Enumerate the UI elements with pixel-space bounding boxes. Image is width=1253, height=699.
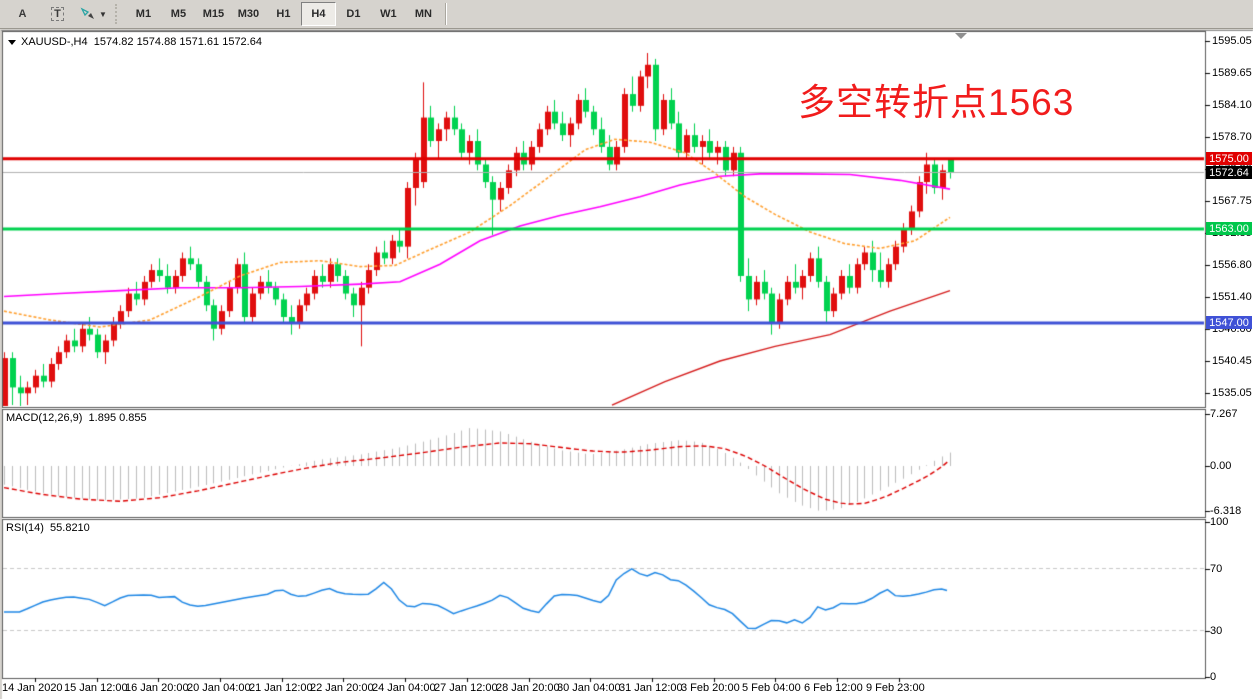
- arrows-tool-button[interactable]: ▼: [75, 2, 112, 26]
- timeframe-button-m15[interactable]: M15: [202, 8, 225, 20]
- timeframe-button-m30[interactable]: M30: [237, 8, 260, 20]
- arrows-icon: [80, 7, 96, 21]
- timeframe-button-h4[interactable]: H4: [300, 2, 336, 26]
- text-tool-button[interactable]: T: [40, 2, 75, 26]
- timeframe-button-m5[interactable]: M5: [170, 8, 187, 20]
- toolbar-end-separator: [444, 3, 447, 25]
- text-tool-icon: T: [51, 7, 64, 21]
- toolbar-separator: [114, 4, 123, 24]
- timeframe-button-d1[interactable]: D1: [346, 8, 361, 20]
- timeframe-button-w1[interactable]: W1: [380, 8, 397, 20]
- timeframe-button-m1[interactable]: M1: [135, 8, 152, 20]
- label-tool-button[interactable]: A: [18, 8, 27, 20]
- chevron-down-icon: ▼: [99, 9, 107, 19]
- timeframe-button-h1[interactable]: H1: [276, 8, 291, 20]
- timeframe-button-mn[interactable]: MN: [414, 8, 432, 20]
- timeframe-group: M1 M5 M15 M30 H1 H4 D1 W1 MN: [126, 2, 441, 26]
- top-toolbar: A T ▼ M1 M5 M15 M30 H1 H4 D1 W1 MN: [0, 0, 1253, 29]
